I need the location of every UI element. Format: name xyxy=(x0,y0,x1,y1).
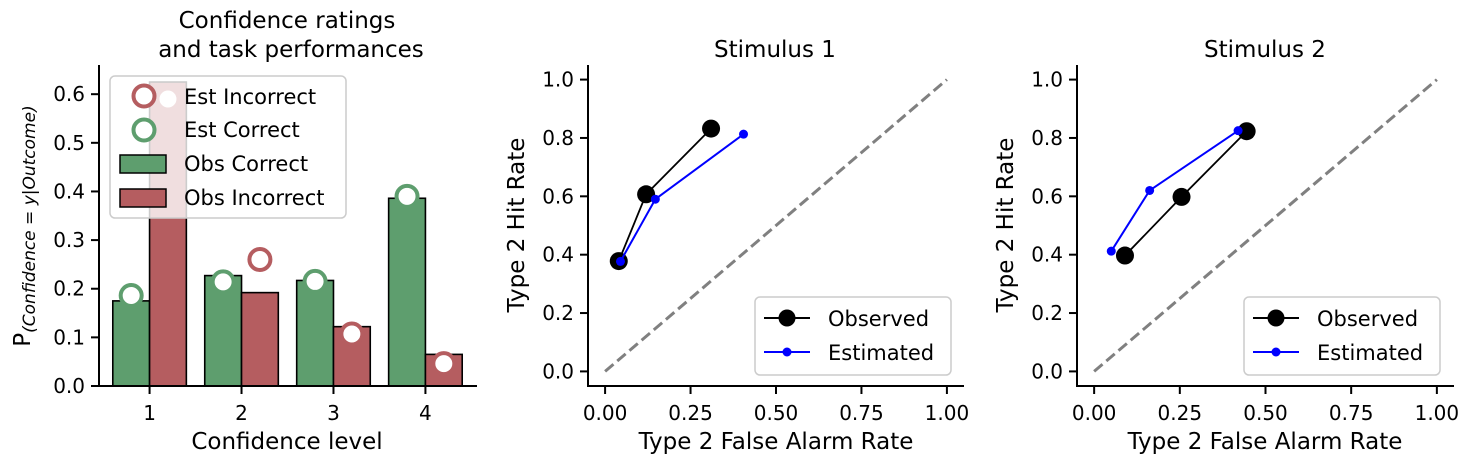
legend-swatch-obs-incorrect xyxy=(119,188,167,208)
x-tick-label-4: 1.00 xyxy=(1415,401,1460,425)
x-axis-label: Type 2 False Alarm Rate xyxy=(1127,429,1403,455)
x-tick-label-1: 1 xyxy=(143,401,156,425)
y-tick-label-1: 0.2 xyxy=(1031,301,1063,325)
legend-label-observed: Observed xyxy=(828,307,929,331)
y-tick-label-3: 0.6 xyxy=(542,184,574,208)
chart-title-line-2: and task performances xyxy=(158,37,424,63)
series-line-estimated xyxy=(1110,129,1239,252)
legend-marker-observed xyxy=(778,309,796,327)
legend-frame xyxy=(1243,296,1441,376)
point-observed-3 xyxy=(702,119,721,138)
y-tick-label-1: 0.1 xyxy=(53,325,85,349)
x-tick-label-4: 4 xyxy=(419,401,432,425)
point-estimated-1 xyxy=(1106,246,1116,256)
stimulus-1-roc-chart: Stimulus 1 0.00 0.25 0.50 0.75 1.00 0.0 0.2 0.4… xyxy=(504,37,969,455)
x-tick-label-2: 0.50 xyxy=(1243,401,1288,425)
legend: Est Incorrect Est Correct Obs Correct Ob… xyxy=(109,75,347,219)
legend-marker-est-incorrect xyxy=(131,83,157,109)
marker-est-correct-3 xyxy=(302,268,328,294)
legend-marker-estimated xyxy=(1271,347,1281,357)
x-axis-label: Type 2 False Alarm Rate xyxy=(638,429,914,455)
x-tick-label-0: 0.00 xyxy=(583,401,628,425)
bar-obs-correct-3 xyxy=(295,279,335,387)
point-estimated-2 xyxy=(650,194,660,204)
x-tick-label-3: 3 xyxy=(327,401,340,425)
marker-est-incorrect-3 xyxy=(339,321,365,347)
legend-label-estimated: Estimated xyxy=(828,341,934,365)
y-tick-label-5: 1.0 xyxy=(542,68,574,92)
y-tick-label-5: 1.0 xyxy=(1031,68,1063,92)
x-axis-label: Confidence level xyxy=(191,429,382,455)
stimulus-2-roc-chart: Stimulus 2 0.00 0.25 0.50 0.75 1.00 0.0 0.2 0.4… xyxy=(993,37,1459,455)
chart-title: Stimulus 2 xyxy=(1204,37,1326,63)
bar-obs-correct-4 xyxy=(387,197,427,387)
y-tick-label-1: 0.2 xyxy=(542,301,574,325)
point-observed-2 xyxy=(637,185,656,204)
y-tick-label-3: 0.3 xyxy=(53,228,85,252)
y-tick-label-4: 0.8 xyxy=(542,126,574,150)
x-tick-label-4: 1.00 xyxy=(925,401,970,425)
legend-marker-observed xyxy=(1267,309,1285,327)
legend-marker-estimated xyxy=(782,347,792,357)
marker-est-incorrect-4 xyxy=(431,351,457,377)
marker-est-incorrect-2 xyxy=(247,247,273,273)
legend-frame xyxy=(109,75,347,219)
legend-label-obs-incorrect: Obs Incorrect xyxy=(184,186,325,210)
y-axis-label: Type 2 Hit Rate xyxy=(993,138,1019,314)
legend-marker-est-correct xyxy=(131,117,157,143)
point-estimated-3 xyxy=(1233,126,1243,136)
y-axis-label: Type 2 Hit Rate xyxy=(504,138,530,314)
x-tick-label-1: 0.25 xyxy=(1158,401,1203,425)
y-axis-label-subscript: (Confidence = y|Outcome) xyxy=(20,105,40,333)
bar-obs-correct-1 xyxy=(111,300,151,387)
point-estimated-1 xyxy=(615,256,625,266)
point-estimated-3 xyxy=(739,129,749,139)
legend-label-est-correct: Est Correct xyxy=(184,118,300,142)
point-observed-3 xyxy=(1237,122,1256,141)
x-tick-label-2: 0.50 xyxy=(754,401,799,425)
y-tick-label-2: 0.4 xyxy=(542,243,574,267)
y-tick-label-0: 0.0 xyxy=(53,374,85,398)
legend: Observed Estimated xyxy=(1243,296,1441,376)
legend-label-est-incorrect: Est Incorrect xyxy=(184,85,316,109)
chart-title: Stimulus 1 xyxy=(714,37,836,63)
marker-est-correct-2 xyxy=(210,269,236,295)
y-tick-label-0: 0.0 xyxy=(1031,359,1063,383)
point-observed-2 xyxy=(1172,187,1191,206)
chance-diagonal-line xyxy=(1093,78,1438,373)
y-tick-label-2: 0.2 xyxy=(53,277,85,301)
legend-label-observed: Observed xyxy=(1317,307,1418,331)
x-tick-label-1: 0.25 xyxy=(668,401,713,425)
legend-label-estimated: Estimated xyxy=(1317,341,1423,365)
y-tick-label-2: 0.4 xyxy=(1031,243,1063,267)
y-tick-label-5: 0.5 xyxy=(53,131,85,155)
legend: Observed Estimated xyxy=(754,296,952,376)
y-axis-label: P(Confidence = y|Outcome) xyxy=(10,105,40,346)
y-tick-label-6: 0.6 xyxy=(53,82,85,106)
legend-label-obs-correct: Obs Correct xyxy=(184,152,308,176)
legend-swatch-obs-correct xyxy=(119,154,167,174)
chance-diagonal-line xyxy=(604,78,948,373)
confidence-bar-chart: Confidence ratings and task performances… xyxy=(10,8,477,455)
x-tick-label-3: 0.75 xyxy=(1329,401,1374,425)
legend-frame xyxy=(754,296,952,376)
x-tick-label-3: 0.75 xyxy=(839,401,884,425)
x-tick-label-0: 0.00 xyxy=(1072,401,1117,425)
chart-title-line-1: Confidence ratings xyxy=(179,8,396,34)
marker-est-correct-4 xyxy=(394,183,420,209)
y-tick-label-4: 0.8 xyxy=(1031,126,1063,150)
y-axis-label-main: P xyxy=(10,333,36,347)
y-tick-label-3: 0.6 xyxy=(1031,184,1063,208)
bar-obs-incorrect-2 xyxy=(240,291,280,387)
marker-est-correct-1 xyxy=(118,283,144,309)
y-tick-label-0: 0.0 xyxy=(542,359,574,383)
point-observed-1 xyxy=(1115,246,1134,265)
y-tick-label-4: 0.4 xyxy=(53,179,85,203)
x-tick-label-2: 2 xyxy=(235,401,248,425)
point-estimated-2 xyxy=(1145,185,1155,195)
